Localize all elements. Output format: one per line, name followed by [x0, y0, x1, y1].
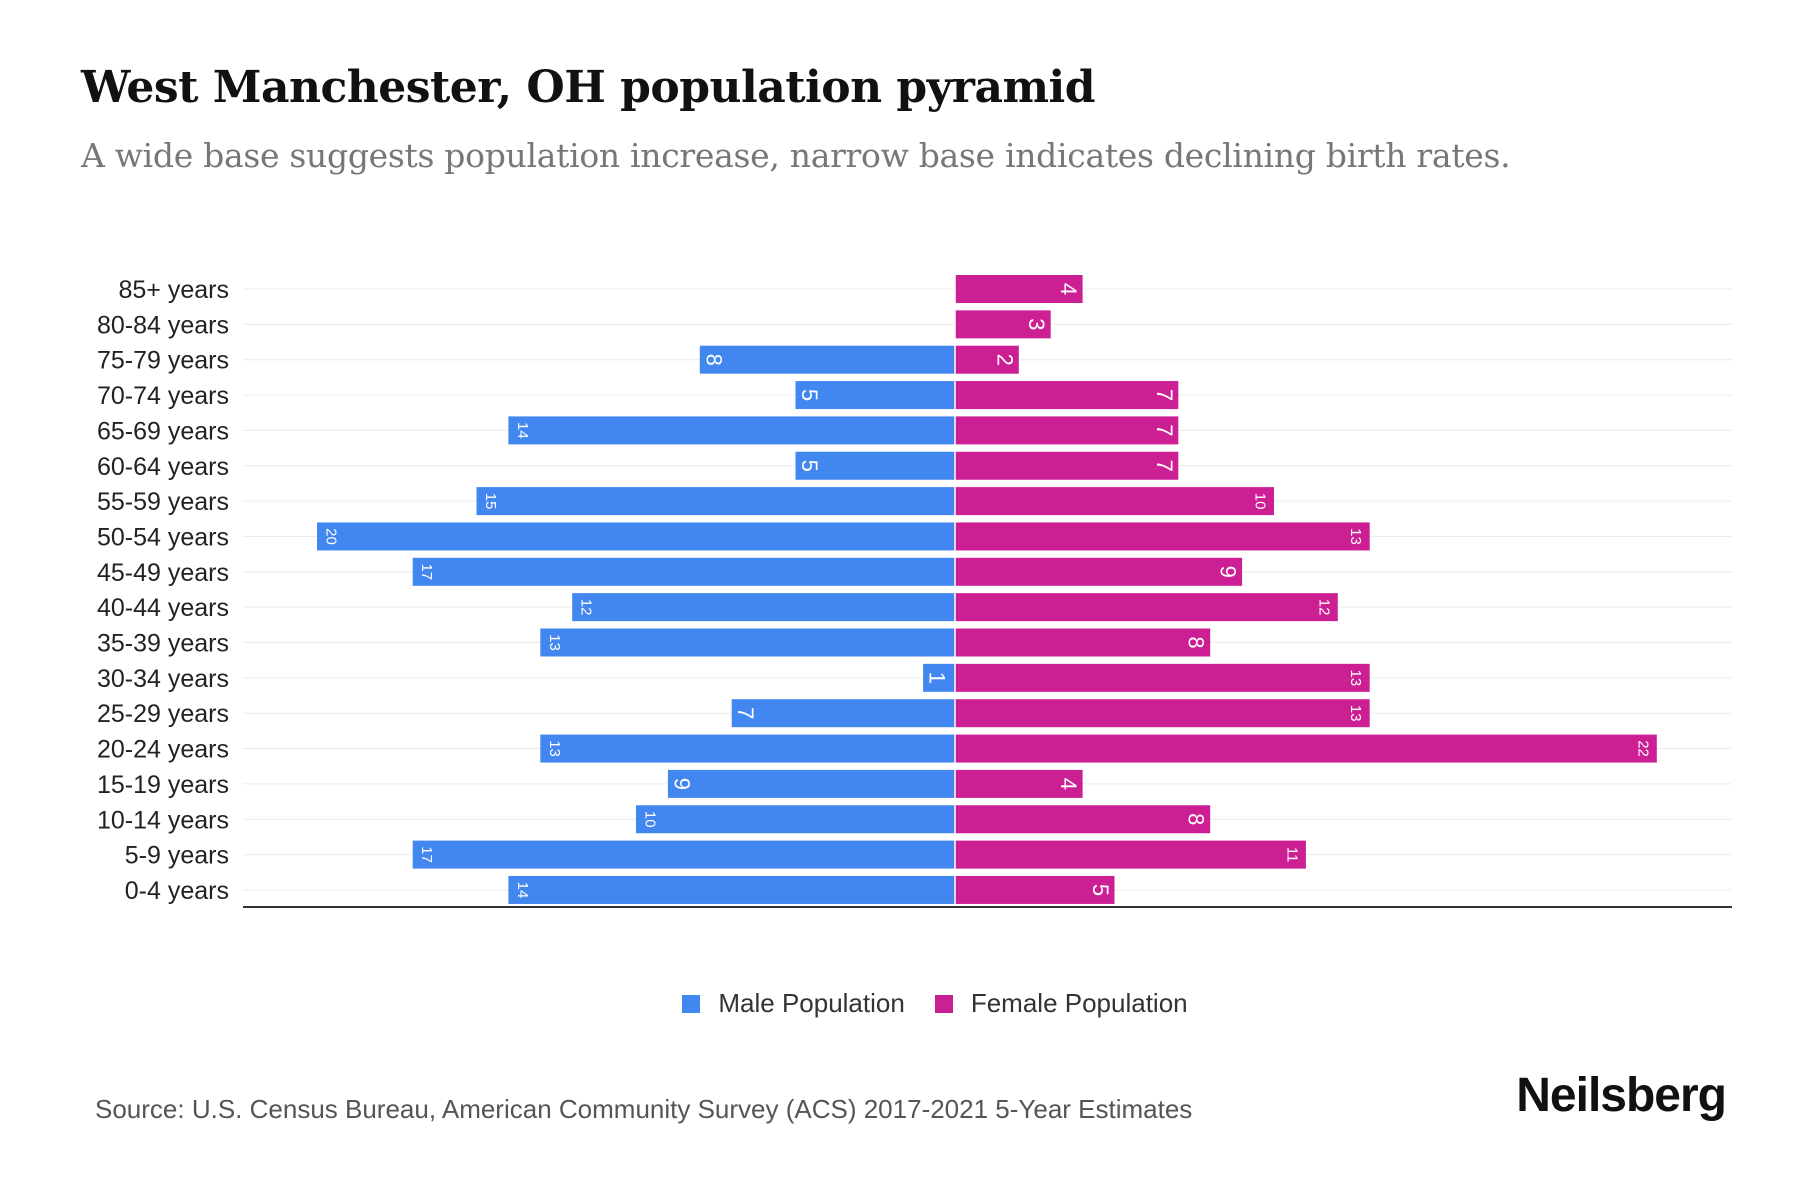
female-bar	[955, 734, 1657, 763]
category-label: 80-84 years	[97, 311, 229, 339]
category-label: 30-34 years	[97, 665, 229, 693]
female-value-label: 5	[1088, 884, 1113, 896]
chart-title: West Manchester, OH population pyramid	[81, 62, 1096, 113]
male-bar	[540, 628, 955, 657]
legend: Male Population Female Population	[0, 988, 1800, 1019]
male-value-label: 17	[418, 563, 435, 580]
category-label: 5-9 years	[125, 842, 229, 870]
female-bar	[955, 663, 1370, 692]
female-bar	[955, 699, 1370, 728]
female-value-label: 7	[1152, 424, 1177, 436]
male-value-label: 17	[418, 846, 435, 863]
male-bar	[572, 593, 955, 622]
female-value-label: 12	[1315, 599, 1332, 616]
chart-subtitle: A wide base suggests population increase…	[81, 136, 1511, 175]
male-bar	[540, 734, 955, 763]
female-bar	[955, 487, 1274, 516]
male-value-label: 13	[546, 740, 563, 757]
female-value-label: 11	[1283, 847, 1300, 863]
legend-swatch-male	[682, 994, 701, 1013]
category-label: 15-19 years	[97, 771, 229, 799]
female-bar	[955, 522, 1370, 551]
female-bar	[955, 416, 1179, 445]
female-value-label: 8	[1184, 813, 1209, 825]
male-value-label: 20	[323, 528, 340, 545]
male-value-label: 1	[925, 672, 950, 684]
category-label: 75-79 years	[97, 347, 229, 375]
female-bar	[955, 769, 1083, 798]
male-value-label: 8	[701, 354, 726, 366]
source-note: Source: U.S. Census Bureau, American Com…	[95, 1094, 1193, 1124]
legend-item-male: Male Population	[682, 988, 905, 1019]
female-value-label: 3	[1024, 318, 1049, 330]
category-label: 25-29 years	[97, 700, 229, 728]
male-bar	[731, 699, 955, 728]
male-bar	[476, 487, 955, 516]
male-value-label: 10	[642, 811, 659, 828]
female-value-label: 13	[1347, 670, 1364, 687]
male-value-label: 9	[669, 778, 694, 790]
male-value-label: 14	[514, 882, 531, 899]
legend-label-male: Male Population	[718, 988, 905, 1018]
male-bar	[317, 522, 955, 551]
female-bar	[955, 805, 1211, 834]
male-bar	[508, 416, 955, 445]
male-bar	[923, 663, 955, 692]
legend-item-female: Female Population	[934, 988, 1188, 1019]
category-label: 45-49 years	[97, 559, 229, 587]
female-value-label: 4	[1056, 283, 1081, 295]
female-value-label: 10	[1252, 493, 1269, 510]
category-label: 70-74 years	[97, 382, 229, 410]
female-value-label: 7	[1152, 389, 1177, 401]
female-value-label: 13	[1347, 705, 1364, 722]
female-value-label: 13	[1347, 528, 1364, 545]
category-label: 55-59 years	[97, 488, 229, 516]
neilsberg-logo: Neilsberg	[1516, 1069, 1727, 1122]
female-bar	[955, 593, 1338, 622]
female-value-label: 7	[1152, 460, 1177, 472]
male-bar	[508, 875, 955, 904]
male-value-label: 14	[514, 422, 531, 439]
male-value-label: 7	[733, 707, 758, 719]
female-value-label: 22	[1634, 740, 1651, 757]
category-label: 0-4 years	[125, 877, 229, 905]
category-label: 10-14 years	[97, 806, 229, 834]
category-label: 50-54 years	[97, 523, 229, 551]
female-bar	[955, 840, 1306, 869]
category-label: 20-24 years	[97, 736, 229, 764]
male-bar	[412, 557, 955, 586]
male-bar	[795, 381, 955, 410]
female-value-label: 8	[1184, 636, 1209, 648]
female-bar	[955, 557, 1243, 586]
female-bar	[955, 310, 1051, 339]
female-bar	[955, 345, 1019, 374]
category-label: 85+ years	[119, 276, 230, 304]
male-bar	[699, 345, 955, 374]
male-value-label: 13	[546, 634, 563, 651]
category-label: 65-69 years	[97, 417, 229, 445]
male-bar	[636, 805, 955, 834]
male-value-label: 15	[482, 493, 499, 510]
category-label: 40-44 years	[97, 594, 229, 622]
female-bar	[955, 381, 1179, 410]
female-bar	[955, 875, 1115, 904]
category-label: 60-64 years	[97, 453, 229, 481]
female-bar	[955, 451, 1179, 480]
male-bar	[795, 451, 955, 480]
female-bar	[955, 275, 1083, 303]
female-value-label: 9	[1216, 566, 1241, 578]
male-value-label: 12	[578, 599, 595, 616]
female-bar	[955, 628, 1211, 657]
male-bar	[667, 769, 955, 798]
male-value-label: 5	[797, 389, 822, 401]
male-value-label: 5	[797, 460, 822, 472]
pyramid-chart: 85+ years 80-84 years 75-79 years 70-74 yea…	[97, 275, 1732, 908]
legend-swatch-female	[934, 994, 953, 1013]
male-bar	[412, 840, 955, 869]
legend-label-female: Female Population	[970, 988, 1188, 1018]
female-value-label: 4	[1056, 778, 1081, 790]
category-label: 35-39 years	[97, 630, 229, 658]
female-value-label: 2	[992, 354, 1017, 366]
